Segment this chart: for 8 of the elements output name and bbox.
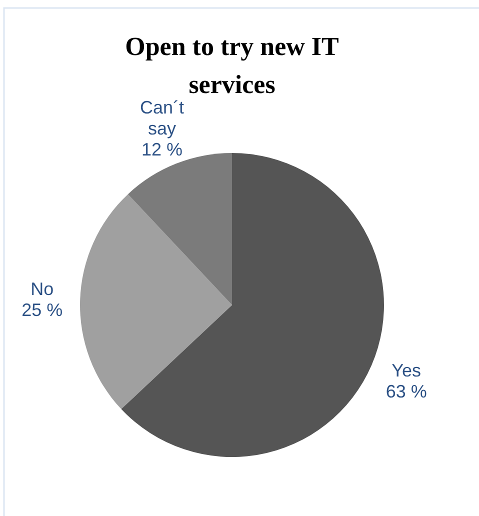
- slice-label: No: [30, 278, 54, 299]
- data-label: 12 %: [142, 140, 183, 160]
- slice-label: Yes: [392, 360, 422, 380]
- data-label: 63 %: [386, 381, 427, 402]
- pie-slice: [80, 194, 232, 410]
- slice-label: Can´t say: [140, 98, 184, 139]
- chart-title: Open to try new IT services: [125, 32, 339, 99]
- data-label: 25 %: [22, 300, 63, 320]
